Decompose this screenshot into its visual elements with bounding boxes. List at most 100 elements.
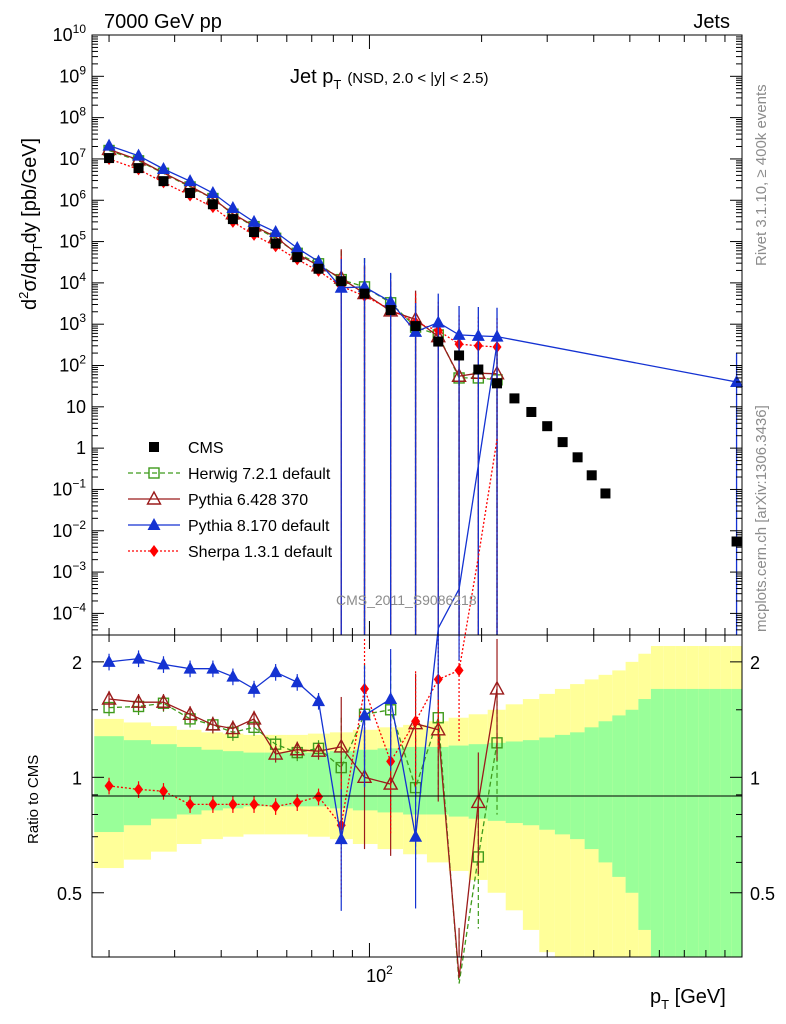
cms-point [433,336,444,347]
py8-point [102,138,116,151]
legend-label: Pythia 8.170 default [188,518,330,535]
y-tick-label: 103 [59,311,86,334]
series-layer [101,138,744,635]
y-tick-label: 105 [59,229,86,252]
ratio-tick-label-right: 2 [750,653,760,673]
inner-band-bin [675,688,687,957]
py6-ratio-point [310,742,327,757]
sherpa-ratio-point [249,798,259,811]
cms-point [542,421,553,432]
py8-ratio-point [132,651,146,664]
py6-series [101,140,505,635]
y-tick-label: 106 [59,187,86,210]
py6-ratio-point [130,693,147,708]
sherpa-ratio-point [158,785,168,798]
py8-point [452,327,466,340]
inner-band-bin [570,732,585,840]
y-tick-label: 10−2 [52,518,86,541]
py8-point [384,294,398,307]
inner-band-bin [663,688,676,957]
py6-ratio-point [267,745,284,760]
py8-ratio-point [206,661,220,674]
y-tick-label: 10−1 [52,476,86,499]
py6-ratio-series [101,638,505,978]
py8-ratio-point [290,675,304,688]
cms-series [104,153,742,547]
header-left: 7000 GeV pp [104,11,222,33]
py6-ratio-point [101,690,117,705]
sherpa-ratio-point [228,798,238,811]
y-tick-label: 104 [59,270,86,293]
legend-marker [146,490,162,505]
inner-band-bin [598,721,613,863]
legend-marker [147,518,161,530]
ratio-tick-label-left: 0.5 [57,884,82,904]
plot-title: Jet pT (NSD, 2.0 < |y| < 2.5) [290,66,489,92]
inner-band-bin [638,699,651,930]
legend-item-sherpa: Sherpa 1.3.1 default [128,544,333,561]
legend-label: Sherpa 1.3.1 default [188,544,333,561]
inner-band-bin [222,751,244,809]
cms-point [586,470,597,481]
cms-point [133,163,144,174]
legend-item-cms: CMS [149,440,224,457]
cms-point [473,364,484,375]
cms-point [313,263,324,274]
cms-point [359,288,370,299]
cms-point [385,305,396,316]
cms-point [526,406,537,417]
inner-band-bin [554,734,571,835]
x-tick-label: 102 [366,963,393,986]
py6-ratio-point [182,705,198,720]
py8-line [108,144,737,383]
cms-point [158,176,169,187]
py8-ratio-point [384,692,398,705]
py8-ratio-point [156,657,170,670]
sherpa-ratio-point [454,664,464,677]
cms-point [509,393,520,404]
py6-ratio-point [333,738,349,753]
py8-point [730,374,744,387]
py8-ratio-point [358,708,372,721]
py6-ratio-point [205,716,221,731]
ratio-tick-label-left: 2 [72,653,82,673]
py8-series [102,138,744,635]
inner-band-bin [448,745,469,817]
py6-ratio-point [470,793,487,809]
legend-marker [149,442,159,452]
py8-point [206,185,220,198]
inner-band-bin [584,727,599,850]
y-tick-label: 102 [59,353,86,376]
header-right: Jets [693,11,730,33]
legend: CMS Herwig 7.2.1 default Pythia 6.428 370 P… [128,440,333,561]
inner-band-bin [307,752,330,807]
inner-band-bin [698,688,710,957]
sherpa-ratio-point [185,798,195,811]
sherpa-ratio-point [134,783,144,796]
sherpa-ratio-point [271,800,281,813]
py6-ratio-point [155,693,172,708]
cms-point [227,214,238,225]
py8-point [471,328,485,341]
py8-ratio-point [409,829,423,842]
sherpa-ratio-point [208,798,218,811]
legend-item-py8: Pythia 8.170 default [128,518,330,535]
y-tick-label: 10−4 [52,600,86,623]
sherpa-ratio-point [314,790,324,803]
inner-band-bin [650,688,664,957]
y-axis-label-ratio: Ratio to CMS [25,755,42,844]
py8-ratio-point [183,661,197,674]
inner-band-bin [625,709,639,893]
ratio-tick-label-left: 1 [72,768,82,788]
py8-point [334,280,348,293]
py8-ratio-point [102,654,116,667]
inner-band-bin [686,688,699,957]
inner-band-bin [286,752,308,807]
watermark: CMS_2011_S9086218 [336,592,477,608]
py8-ratio-point [226,669,240,682]
y-tick-label: 1 [76,438,86,458]
herwig-series [103,144,503,635]
rivet-label: Rivet 3.1.10, ≥ 400k events [753,84,770,266]
py8-ratio-point [312,694,326,707]
